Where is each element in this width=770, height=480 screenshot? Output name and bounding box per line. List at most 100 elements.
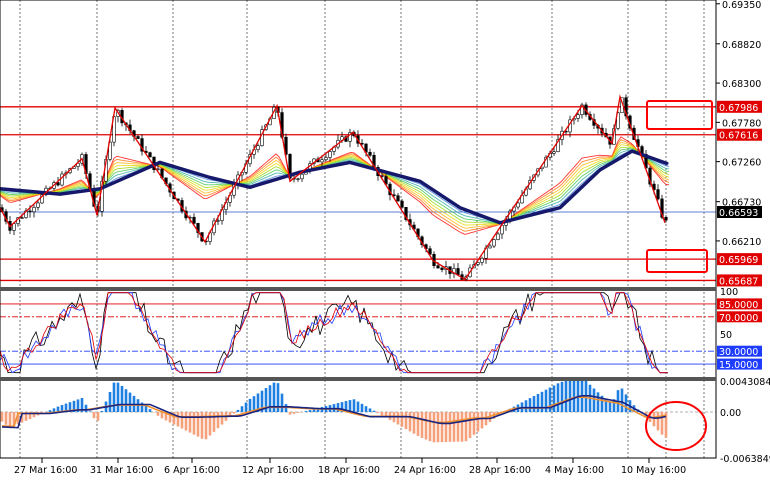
x-tick-label: 28 Apr 16:00 [469, 465, 531, 476]
y-tick-label: 0.66730 [722, 198, 761, 209]
macd-histogram-bar [212, 412, 216, 432]
x-tick-label: 27 Mar 16:00 [14, 465, 77, 476]
macd-histogram-bar [560, 381, 564, 413]
candle-body [296, 178, 300, 180]
macd-histogram-bar [28, 412, 32, 419]
macd-histogram-bar [248, 398, 252, 413]
zigzag-line [0, 94, 666, 281]
candle-body [492, 239, 496, 247]
macd-histogram-bar [384, 412, 388, 418]
macd-histogram-bar [56, 406, 60, 413]
stoch-level-bg [717, 298, 762, 310]
level-label-bg [717, 274, 762, 287]
x-tick-label: 24 Apr 16:00 [394, 465, 456, 476]
candle-body [328, 151, 332, 158]
macd-histogram-bar [160, 412, 164, 419]
macd-histogram-bar [596, 392, 600, 413]
macd-histogram-bar [460, 412, 464, 442]
x-tick-label: 10 May 16:00 [621, 465, 686, 476]
macd-histogram-bar [280, 393, 284, 413]
ribbon-ma-line [0, 146, 670, 224]
panel-separator [0, 287, 716, 291]
x-tick-label: 6 Apr 16:00 [164, 465, 220, 476]
macd-histogram-bar [452, 412, 456, 442]
level-label-bg [717, 100, 762, 113]
candle-body [616, 112, 620, 129]
macd-histogram-bar [340, 402, 344, 413]
y-tick-label: 0.69350 [722, 0, 761, 11]
macd-histogram-bar [580, 377, 584, 413]
macd-histogram-bar [20, 412, 24, 423]
macd-histogram-bar [60, 405, 64, 413]
macd-histogram-bar [444, 412, 448, 442]
candle-body [256, 145, 260, 150]
macd-panel [0, 377, 716, 443]
macd-histogram-bar [268, 385, 272, 413]
macd-histogram-bar [120, 385, 124, 413]
y-tick-label: 0.68820 [722, 40, 761, 51]
macd-histogram-bar [88, 411, 92, 413]
candle-body [496, 233, 500, 240]
panel-separator [0, 377, 716, 381]
macd-histogram-bar [476, 412, 480, 432]
macd-histogram-bar [572, 379, 576, 413]
macd-y-tick-label: -0.0063849 [720, 454, 770, 465]
candle-body [216, 220, 220, 222]
stochastic-line [0, 292, 668, 374]
level-label: 0.67616 [719, 131, 758, 142]
macd-histogram-bar [528, 398, 532, 413]
macd-histogram-bar [276, 383, 280, 413]
macd-histogram-bar [208, 412, 212, 436]
macd-histogram-bar [536, 393, 540, 413]
candle-body [428, 248, 432, 255]
macd-histogram-bar [236, 409, 240, 413]
macd-histogram-bar [164, 412, 168, 421]
macd-histogram-bar [264, 388, 268, 413]
annotations [645, 100, 713, 451]
candle-body [140, 138, 144, 152]
candle-body [32, 207, 36, 213]
candle-body [324, 157, 328, 161]
macd-histogram-bar [100, 410, 104, 413]
candle-body [516, 202, 520, 208]
candle-body [576, 114, 580, 119]
macd-histogram-bar [148, 409, 152, 413]
plot-frame [0, 0, 717, 459]
macd-histogram-bar [0, 412, 4, 422]
x-tick-label: 31 Mar 16:00 [90, 465, 153, 476]
candle-body [12, 223, 16, 231]
macd-histogram-bar [232, 412, 236, 414]
level-label-bg [717, 128, 762, 141]
macd-histogram-bar [412, 412, 416, 434]
x-tick-label: 4 May 16:00 [545, 465, 604, 476]
candle-body [456, 268, 460, 275]
candle-body [624, 97, 628, 117]
candle-body [56, 182, 60, 186]
macd-histogram-bar [80, 398, 84, 413]
macd-histogram-bar [432, 412, 436, 443]
macd-histogram-bar [68, 402, 72, 413]
macd-histogram-bar [464, 412, 468, 442]
macd-histogram-bar [440, 412, 444, 443]
macd-histogram-bar [24, 412, 28, 421]
candle-body [436, 265, 440, 269]
macd-histogram-bar [404, 412, 408, 430]
macd-histogram-bar [288, 412, 292, 415]
macd-histogram-bar [252, 396, 256, 413]
macd-histogram-bar [356, 401, 360, 413]
macd-histogram-bar [112, 382, 116, 413]
level-label-bg [717, 253, 762, 266]
macd-histogram-bar [448, 412, 452, 442]
macd-histogram-bar [360, 403, 364, 413]
y-tick-label: 0.68300 [722, 79, 761, 90]
stoch-level-label: 15.0000 [719, 360, 758, 371]
macd-histogram-bar [612, 399, 616, 413]
macd-histogram-bar [664, 412, 668, 438]
x-tick-label: 18 Apr 16:00 [318, 465, 380, 476]
macd-histogram-bar [228, 412, 232, 418]
macd-histogram-bar [656, 412, 660, 431]
macd-histogram-bar [216, 412, 220, 429]
macd-histogram-bar [544, 389, 548, 413]
